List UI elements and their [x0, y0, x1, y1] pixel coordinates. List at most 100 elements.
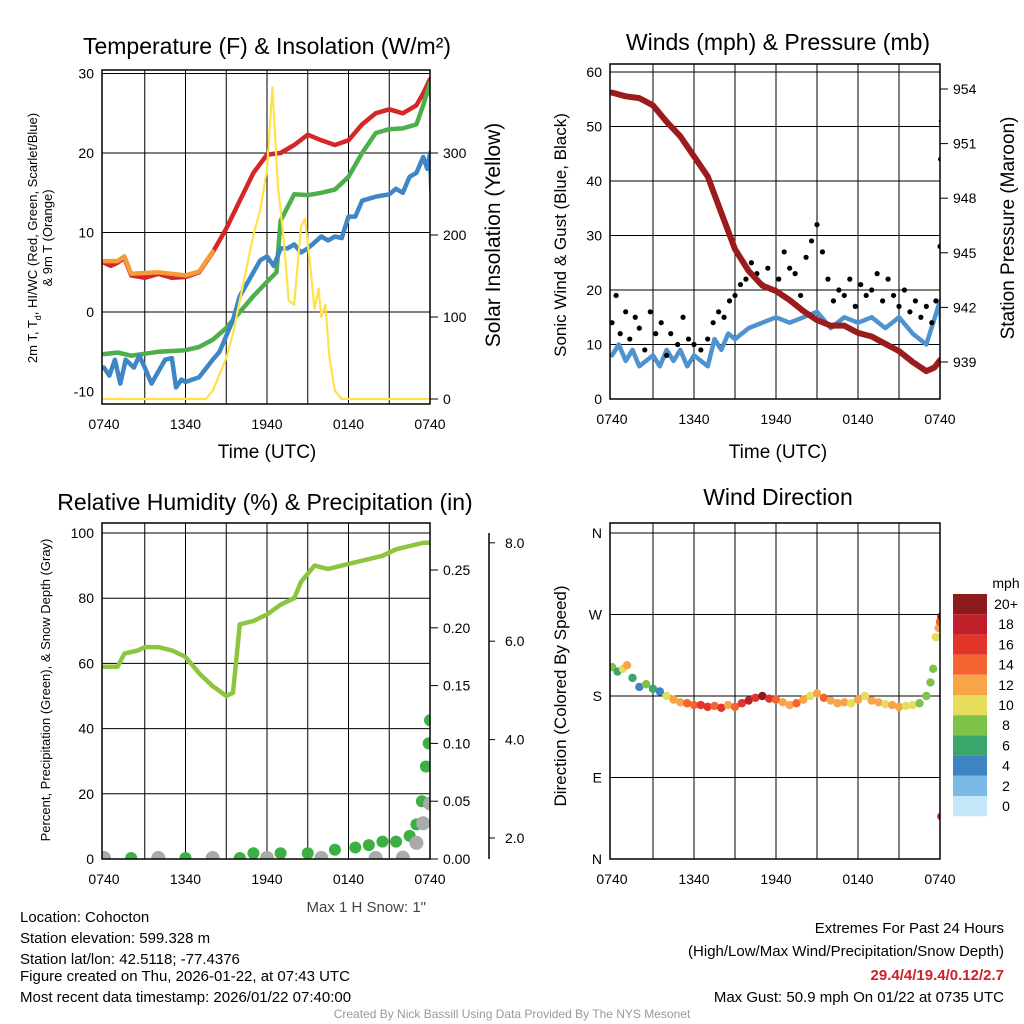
wind-direction-point: [696, 700, 706, 710]
legend-label: 8: [1002, 717, 1010, 733]
wind-direction-point: [799, 695, 808, 704]
wind-direction-point: [730, 702, 740, 712]
legend-label: 4: [1002, 758, 1010, 774]
gust-point: [814, 222, 820, 228]
2m-t-line: [102, 76, 430, 281]
winds-panel: 0740 1340 1940 0140 0740 0 10 20 30 40 50 60 939 942 9…: [586, 63, 977, 427]
gust-point: [668, 331, 674, 337]
legend-label: 2: [1002, 778, 1010, 794]
winds-x-tick-label: 0740: [596, 411, 627, 427]
gust-point: [691, 341, 697, 348]
legend-swatch: [953, 796, 987, 817]
humidity-y-tick-label: 0: [86, 851, 94, 867]
gust-point: [830, 298, 837, 304]
wind-direction-x-tick-label: 0740: [596, 871, 627, 887]
snow-depth-point: [395, 850, 410, 859]
gust-point: [798, 292, 804, 299]
wind-direction-y-tick-label: N: [592, 851, 602, 867]
winds-y2-tick-label: 942: [953, 299, 977, 315]
wind-direction-point: [881, 699, 890, 709]
humidity-data: [102, 540, 430, 859]
gust-point: [874, 271, 880, 277]
relative-humidity-line: [102, 540, 430, 699]
legend-swatch: [953, 715, 987, 736]
gust-point: [933, 298, 939, 304]
solar-y-label: Solar Insolation (Yellow): [482, 123, 505, 348]
wind-direction-point: [826, 696, 835, 705]
gust-point: [721, 314, 727, 320]
wind-direction-y-tick-label: N: [592, 525, 602, 541]
winds-y-tick-label: 30: [586, 228, 602, 244]
temperature-y-label: 2m T, Td, HI/WC (Red, Green, Scarlet/Blu…: [25, 113, 43, 363]
snow-depth-tick-label: 8.0: [505, 535, 525, 551]
winds-y-tick-label: 50: [586, 119, 602, 135]
humidity-x-tick-label: 1940: [251, 871, 282, 887]
wind-direction-point: [751, 693, 760, 703]
created-text: Figure created on Thu, 2026-01-22, at 07…: [20, 968, 350, 985]
wind-direction-x-tick-label: 0740: [924, 871, 955, 887]
humidity-y-tick-label: 100: [71, 525, 95, 541]
legend-title: mph: [992, 575, 1019, 591]
legend-label: 16: [998, 636, 1014, 652]
recent-timestamp-text: Most recent data timestamp: 2026/01/22 0…: [20, 989, 351, 1006]
plot-area: 0740 1340 1940 0140 0740-1001020300100200300…: [71, 63, 977, 887]
gust-point: [716, 309, 722, 315]
wind-direction-point: [887, 700, 897, 710]
legend-swatch: [953, 735, 987, 756]
precipitation-point: [362, 839, 375, 852]
winds-x-tick-label: 1340: [678, 411, 709, 427]
legend-swatch: [953, 594, 987, 615]
gust-point: [847, 276, 853, 282]
legend-label: 18: [998, 616, 1014, 632]
humidity-y2-tick-label: 0.25: [443, 562, 470, 578]
wind-direction-point: [723, 700, 733, 710]
gust-point: [852, 303, 858, 309]
humidity-x-tick-label: 1340: [170, 871, 201, 887]
snow-depth-point: [102, 851, 111, 859]
gust-point: [825, 276, 831, 282]
gust-point: [623, 309, 629, 315]
gust-point: [841, 292, 847, 299]
gust-point: [923, 303, 929, 309]
max-snow-annotation: Max 1 H Snow: 1": [306, 899, 426, 916]
gust-point: [808, 238, 815, 244]
winds-x-label: Time (UTC): [729, 442, 828, 463]
precipitation-point: [125, 852, 138, 859]
temperature-x-label: Time (UTC): [218, 442, 317, 463]
gust-point: [787, 265, 793, 271]
wind-direction-panel-title: Wind Direction: [703, 484, 853, 510]
gust-point: [658, 320, 664, 326]
wind-direction-point: [846, 699, 856, 708]
temperature-x-tick-label: 0740: [414, 416, 445, 432]
humidity-y-tick-label: 40: [78, 721, 94, 737]
precipitation-point: [233, 852, 246, 859]
winds-y2-tick-label: 954: [953, 81, 977, 97]
station-pressure-line: [610, 89, 940, 375]
winds-y-tick-label: 60: [586, 64, 602, 80]
wind-direction-data: [610, 612, 940, 821]
9m-t-line: [102, 249, 215, 278]
temperature-y-tick-label: -10: [74, 384, 94, 400]
precipitation-point: [179, 852, 192, 859]
winds-y-tick-label: 40: [586, 173, 602, 189]
humidity-panel: 0740 1340 1940 0140 0740 0 20 40 60 80 100 0.00 0.05…: [71, 522, 525, 887]
wind-direction-point: [937, 612, 940, 621]
humidity-x-tick-label: 0740: [414, 871, 445, 887]
wind-direction-point: [928, 664, 938, 674]
wind-direction-point: [785, 700, 794, 710]
wind-direction-point: [717, 703, 726, 712]
wind-direction-point: [908, 700, 917, 710]
humidity-y-tick-label: 60: [78, 655, 94, 671]
winds-frame: [609, 63, 941, 400]
wind-speed-legend: 20+ 18 16 14 12 10 8 6 4 2 0: [953, 594, 1018, 817]
snow-depth-point: [409, 835, 424, 850]
wind-direction-point: [853, 695, 863, 704]
precipitation-point: [301, 847, 314, 859]
gust-point: [680, 314, 686, 320]
winds-y2-tick-label: 951: [953, 136, 977, 152]
temperature-y2-tick-label: 300: [443, 145, 467, 161]
humidity-y-label: Percent, Precipitation (Green), & Snow D…: [38, 539, 53, 842]
precipitation-point: [376, 835, 389, 848]
